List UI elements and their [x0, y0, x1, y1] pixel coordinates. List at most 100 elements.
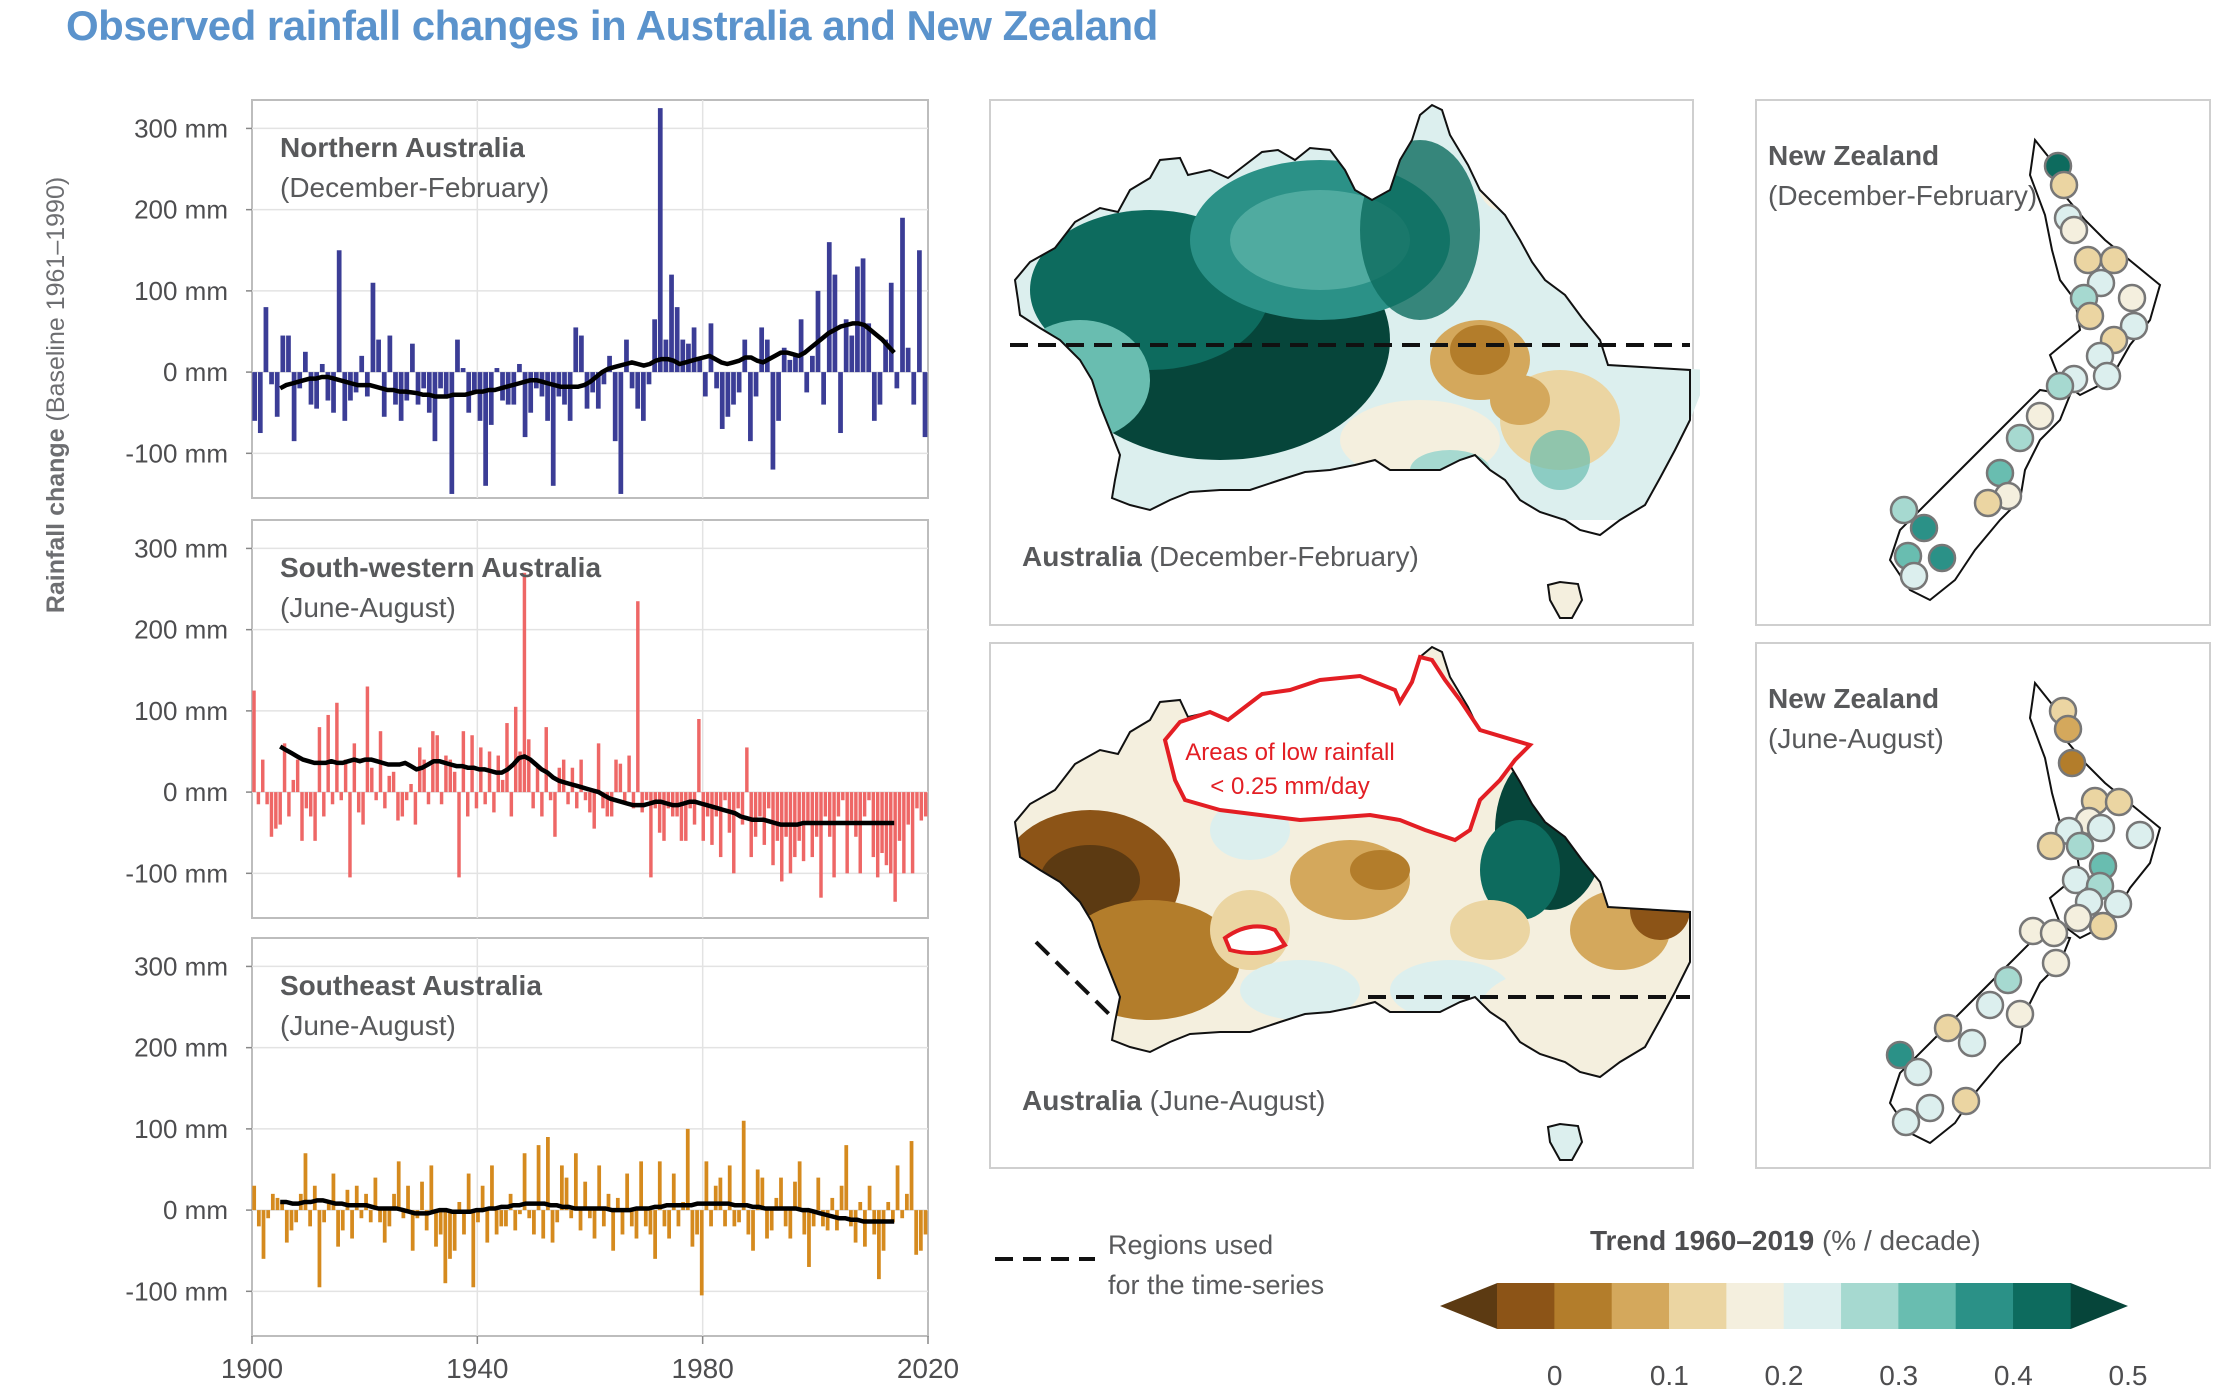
bar — [871, 372, 877, 421]
bar — [331, 372, 336, 413]
colorbar-swatch — [1554, 1283, 1613, 1329]
bar — [710, 792, 714, 845]
colorbar-swatch — [1841, 1283, 1899, 1329]
bar — [771, 792, 775, 866]
smoothed-line — [279, 321, 896, 399]
bar — [508, 1193, 513, 1211]
bar — [373, 1177, 378, 1211]
bar — [308, 372, 314, 405]
bar — [280, 1201, 285, 1211]
bar — [843, 319, 849, 373]
xtick-label: 1900 — [221, 1353, 283, 1384]
bar — [361, 792, 365, 825]
bar — [891, 1210, 895, 1223]
bar — [257, 372, 263, 434]
bar — [737, 1210, 741, 1223]
panel-title: South-western Australia — [280, 552, 601, 583]
bar — [513, 1210, 518, 1231]
bar — [527, 739, 531, 793]
bar — [845, 792, 849, 874]
bar — [667, 1210, 671, 1239]
bar — [605, 792, 610, 817]
bar — [587, 1210, 592, 1219]
ytick-label: 0 mm — [163, 777, 228, 807]
bar — [522, 572, 527, 793]
bar — [801, 792, 806, 862]
bar — [905, 347, 911, 373]
station-dot — [2092, 361, 2122, 391]
bar — [867, 792, 871, 801]
ytick-label: -100 mm — [125, 438, 228, 468]
bar — [648, 1210, 653, 1235]
bar — [303, 351, 308, 373]
ytick-label: 100 mm — [134, 276, 228, 306]
map-australia-jja: Areas of low rainfall < 0.25 mm/day Aust… — [989, 642, 1694, 1169]
bar — [914, 1210, 919, 1255]
map-label-aus-jja-rest: (June-August) — [1142, 1085, 1326, 1116]
bar — [522, 372, 528, 438]
bar — [470, 735, 474, 793]
bar — [911, 372, 917, 405]
bar — [798, 319, 804, 373]
station-dot — [2119, 311, 2149, 341]
station-dot — [2063, 903, 2093, 933]
bar — [443, 1210, 448, 1284]
bar — [614, 759, 618, 793]
bar — [546, 1137, 550, 1211]
ytick-label: 0 mm — [163, 357, 228, 387]
bar — [274, 372, 280, 417]
bar — [269, 372, 274, 385]
bar — [764, 339, 770, 373]
bar — [452, 1210, 457, 1251]
bar — [811, 1210, 816, 1227]
legend-dash-text: Regions used for the time-series — [1108, 1225, 1324, 1305]
bar — [649, 792, 653, 878]
bar — [821, 1210, 825, 1227]
bar — [424, 1210, 429, 1231]
bar — [601, 372, 607, 385]
bar — [657, 108, 663, 373]
bar — [504, 1210, 508, 1227]
bar — [335, 702, 339, 793]
bar — [522, 1153, 527, 1211]
colorbar-arrow-high — [2070, 1283, 2128, 1329]
bar — [676, 1210, 681, 1227]
ytick-label: 200 mm — [134, 195, 228, 225]
bar — [370, 767, 374, 793]
colorbar-swatch — [2013, 1283, 2071, 1329]
bar — [597, 1165, 602, 1211]
bar — [435, 735, 439, 793]
bar — [751, 1210, 755, 1251]
station-dot — [1903, 1057, 1933, 1087]
bar — [287, 792, 291, 817]
bar — [348, 792, 352, 878]
bar — [849, 792, 854, 821]
bar — [853, 1210, 858, 1243]
bar — [579, 759, 583, 793]
bar — [629, 372, 635, 389]
bar — [275, 1197, 280, 1211]
bar — [448, 1210, 452, 1259]
bar — [807, 1210, 811, 1267]
bar — [413, 792, 418, 825]
bar — [317, 727, 322, 793]
bar — [539, 372, 545, 397]
bar — [472, 372, 477, 393]
bar — [923, 1210, 928, 1235]
bar — [666, 792, 671, 809]
bar — [578, 1210, 583, 1231]
ytick-label: -100 mm — [125, 858, 228, 888]
bar — [765, 1210, 769, 1239]
bar — [548, 792, 553, 801]
station-dot — [2088, 911, 2118, 941]
xtick-label: 1940 — [446, 1353, 508, 1384]
bar — [612, 372, 618, 442]
bar — [583, 792, 588, 801]
bar — [686, 343, 691, 373]
bar — [387, 775, 391, 793]
bar — [330, 792, 335, 805]
bar — [364, 1193, 368, 1211]
bar — [517, 363, 522, 373]
station-dot — [1975, 990, 2005, 1020]
bar — [788, 792, 793, 874]
